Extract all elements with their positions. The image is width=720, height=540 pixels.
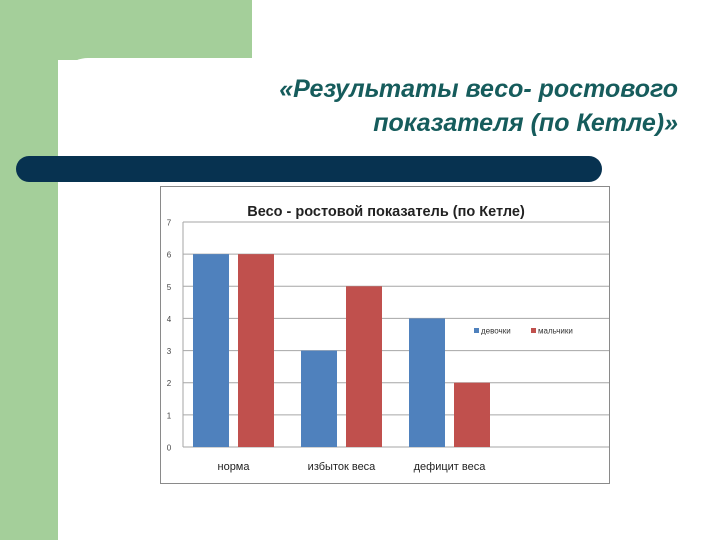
y-tick-label-7: 7 [167,219,172,228]
decor-green-corner [58,0,252,60]
x-tick-label: избыток веса [308,461,377,473]
chart-y-axis: 0 1 2 3 4 5 6 7 [167,219,172,453]
bar-девочки-избыток веса [301,350,337,447]
y-tick-label-3: 3 [167,347,172,356]
decor-green-sidebar [0,0,58,540]
chart-x-axis: норма избыток веса дефицит веса [218,461,487,473]
bar-девочки-норма [193,254,229,447]
bar-мальчики-избыток веса [346,286,382,447]
legend-swatch-мальчики [531,328,536,333]
y-tick-label-5: 5 [167,283,172,292]
chart-bars [193,254,490,447]
x-tick-label: норма [218,461,251,473]
slide-title-line-2: показателя (по Кетле)» [373,109,678,137]
legend-label-мальчики: мальчики [538,327,573,336]
bar-мальчики-дефицит веса [454,382,490,447]
y-tick-label-4: 4 [167,315,172,324]
legend-label-девочки: девочки [481,327,511,336]
legend-swatch-девочки [474,328,479,333]
chart-frame: Весо - ростовой показатель (по Кетле) 0 1… [160,186,610,484]
slide-title-line-1: «Результаты весо- ростового [279,75,678,103]
slide-title: «Результаты весо- ростового показателя (… [158,72,678,140]
bar-мальчики-норма [238,254,274,447]
decor-blue-stripe [16,156,602,182]
y-tick-label-1: 1 [167,411,172,420]
bar-девочки-дефицит веса [409,318,445,447]
y-tick-label-2: 2 [167,379,172,388]
chart-legend: девочки мальчики [474,327,573,336]
x-tick-label: дефицит веса [414,461,487,473]
y-tick-label-0: 0 [167,444,172,453]
chart-title: Весо - ростовой показатель (по Кетле) [247,204,525,220]
bar-chart: Весо - ростовой показатель (по Кетле) 0 1… [167,204,609,473]
y-tick-label-6: 6 [167,251,172,260]
